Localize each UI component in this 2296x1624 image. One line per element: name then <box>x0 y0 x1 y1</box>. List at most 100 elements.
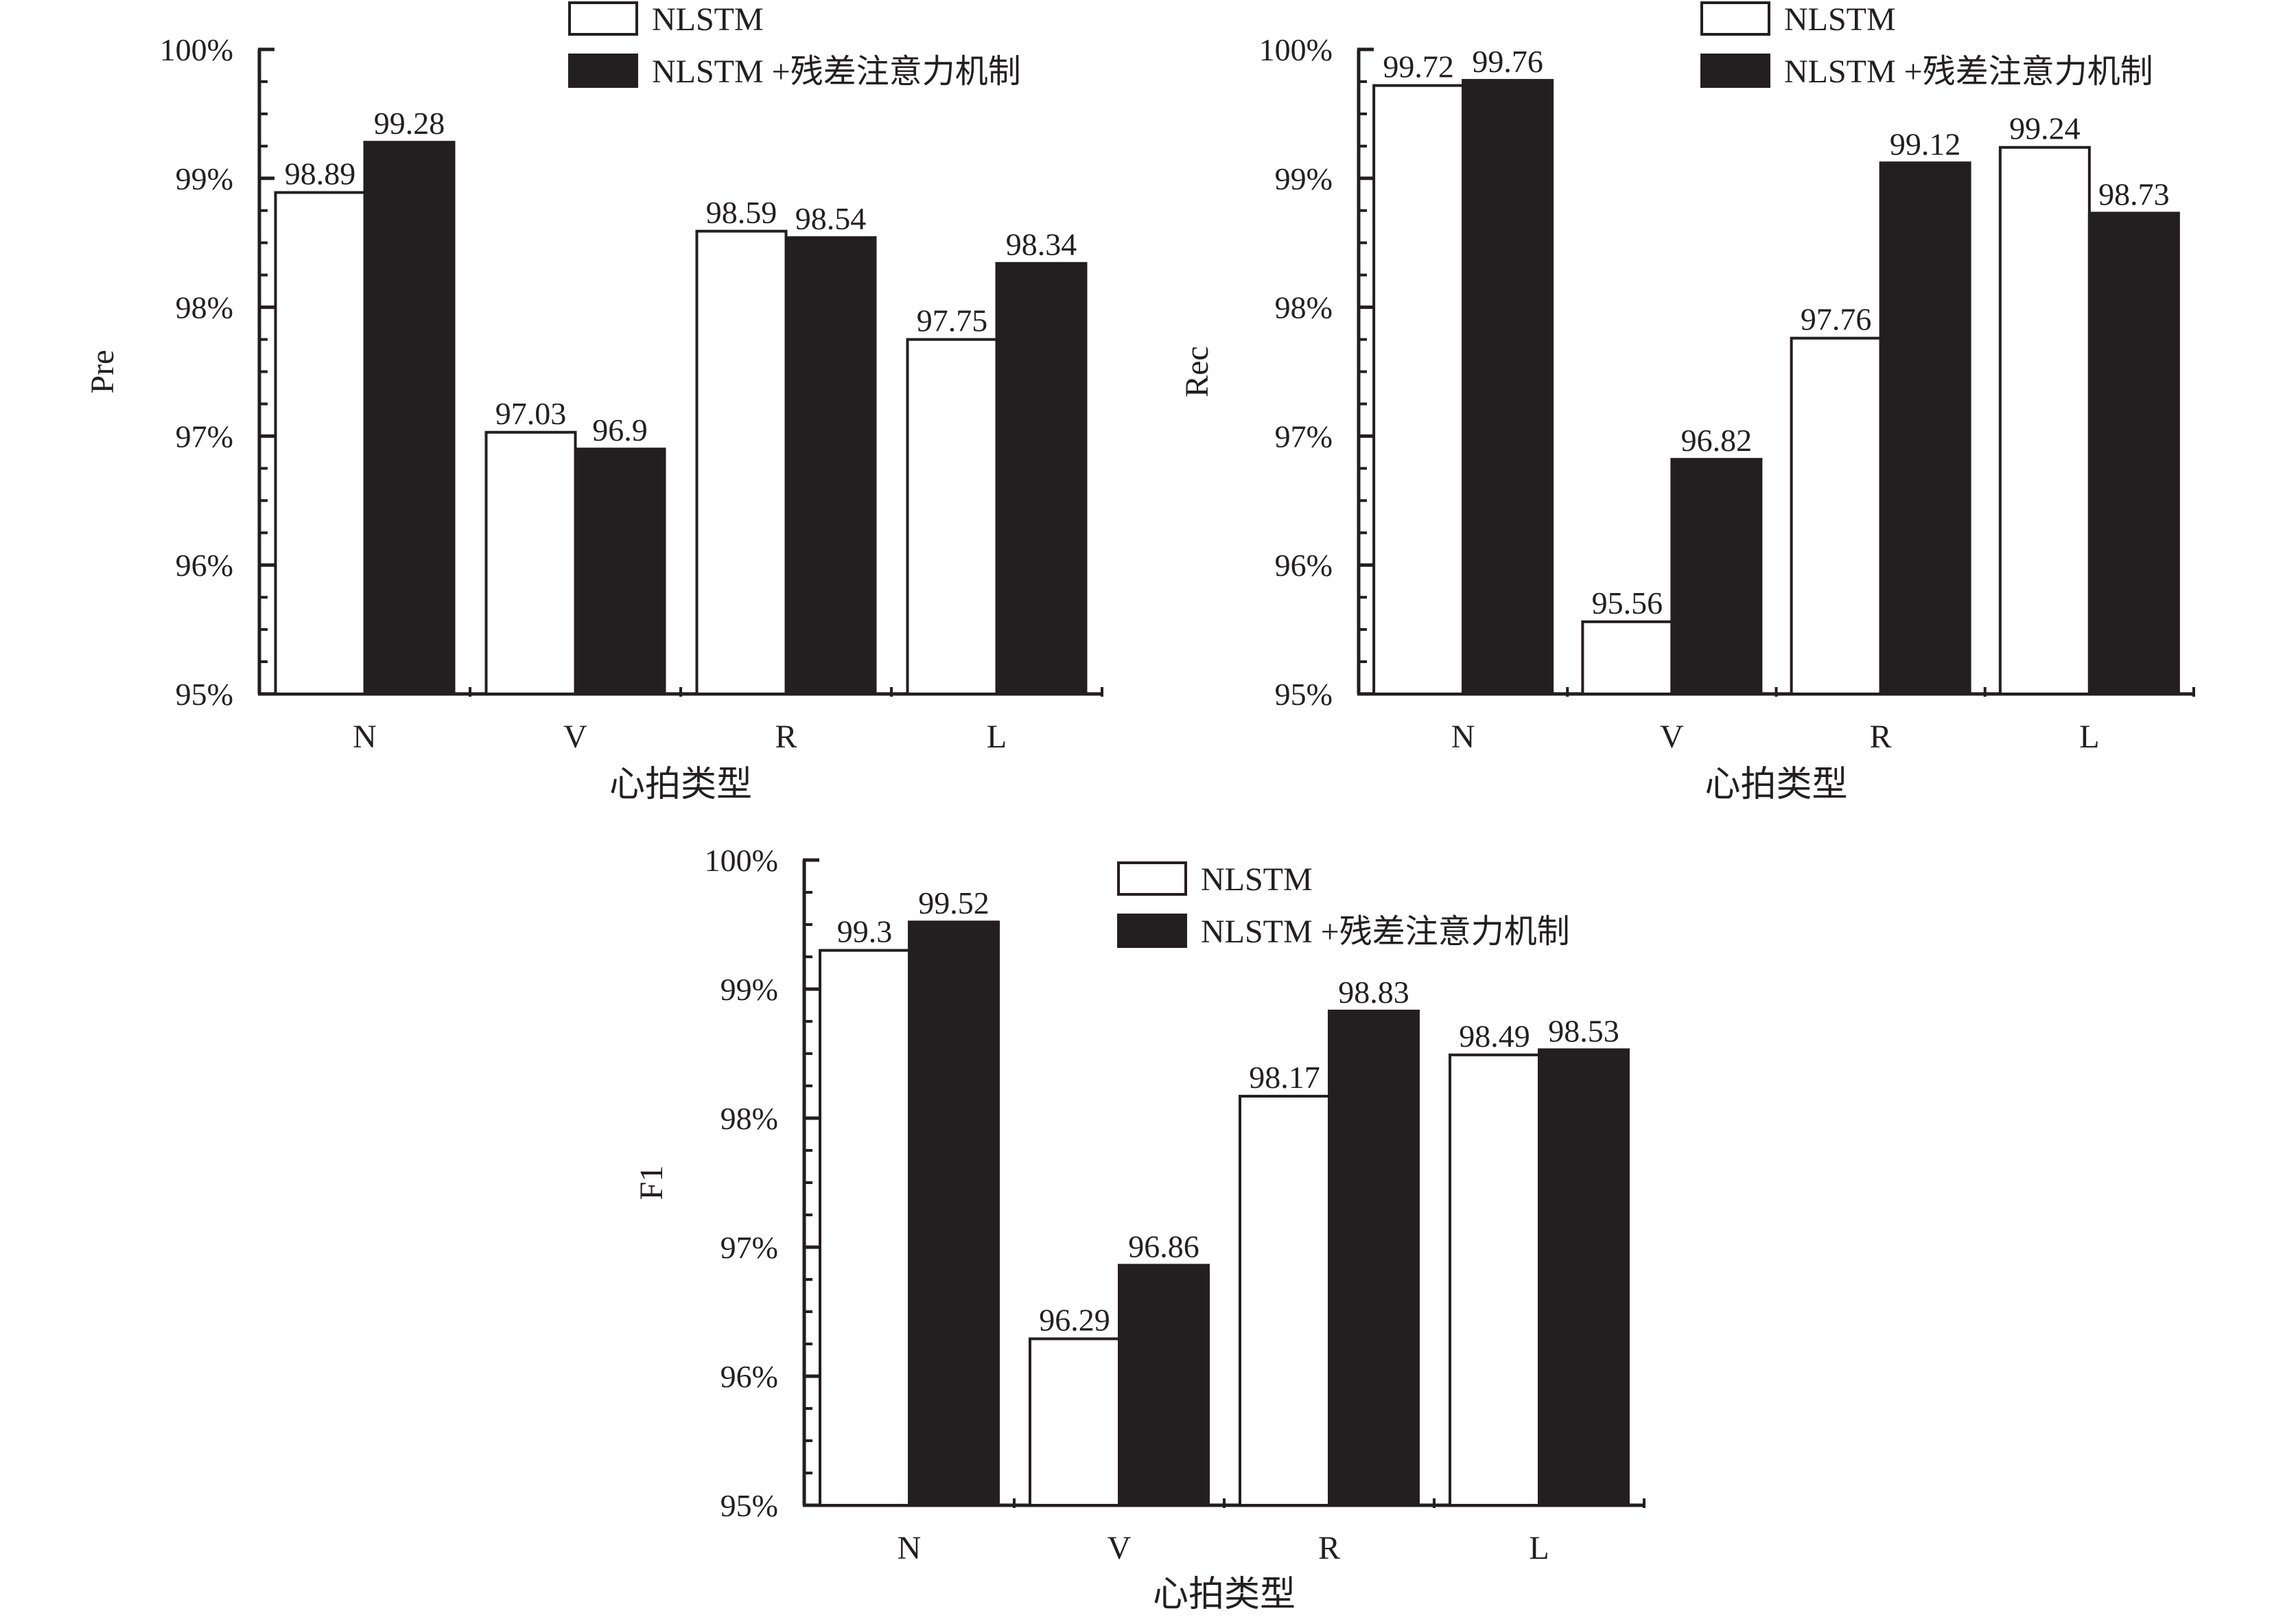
data-label: 99.52 <box>918 885 989 920</box>
data-label: 99.28 <box>374 106 445 141</box>
y-tick-label: 97% <box>1275 419 1333 454</box>
data-label: 98.59 <box>706 195 777 230</box>
x-tick-label: R <box>1318 1530 1340 1566</box>
x-tick-label: V <box>1108 1530 1132 1566</box>
y-tick-label: 95% <box>176 677 233 712</box>
bar-nlstm-attention <box>1879 161 1971 696</box>
bar-nlstm <box>274 191 366 695</box>
x-axis-title: 心拍类型 <box>609 765 752 804</box>
data-label: 97.03 <box>495 396 567 431</box>
legend-label-nlstm: NLSTM <box>1784 1 1896 38</box>
data-label: 98.54 <box>795 201 867 236</box>
bar-nlstm <box>819 949 911 1507</box>
y-tick-label: 97% <box>721 1230 778 1265</box>
bar-nlstm <box>1449 1053 1541 1507</box>
data-label: 99.3 <box>837 914 893 949</box>
data-label: 98.83 <box>1338 975 1409 1010</box>
bar-nlstm <box>695 229 788 696</box>
legend-swatch-nlstm <box>1700 1 1770 36</box>
x-tick-label: V <box>563 719 587 755</box>
bar-nlstm-attention <box>2087 211 2180 696</box>
data-label: 96.29 <box>1039 1302 1110 1337</box>
data-label: 96.86 <box>1128 1229 1199 1264</box>
data-label: 98.73 <box>2098 177 2170 212</box>
legend-label-nlstm-attention: NLSTM +残差注意力机制 <box>1201 914 1570 950</box>
y-tick-label: 100% <box>1259 32 1333 67</box>
legend-swatch-nlstm-attention <box>1700 54 1770 88</box>
x-tick-label: L <box>987 719 1007 755</box>
data-label: 99.76 <box>1472 44 1543 79</box>
bar-nlstm <box>1998 146 2091 695</box>
legend-label-nlstm-attention: NLSTM +残差注意力机制 <box>1784 54 2153 90</box>
x-axis-title: 心拍类型 <box>1153 1575 1296 1614</box>
y-tick-label: 99% <box>721 972 778 1007</box>
x-tick-label: V <box>1660 719 1684 755</box>
y-tick-label: 98% <box>721 1101 778 1136</box>
y-tick-label: 96% <box>1275 548 1333 583</box>
y-axis-title: Pre <box>84 350 121 394</box>
data-label: 96.82 <box>1681 423 1753 458</box>
bar-nlstm-attention <box>1328 1009 1420 1507</box>
bar-nlstm <box>906 338 998 695</box>
legend-label-nlstm: NLSTM <box>1201 861 1313 898</box>
y-tick-label: 99% <box>176 161 233 196</box>
bar-nlstm <box>1581 620 1674 695</box>
bar-nlstm-attention <box>1118 1264 1210 1507</box>
legend-label-nlstm: NLSTM <box>652 1 764 38</box>
y-axis-title: Rec <box>1179 346 1215 397</box>
legend-swatch-nlstm <box>568 1 638 36</box>
legend: NLSTM NLSTM +残差注意力机制 <box>1700 1 2153 90</box>
y-tick-label: 95% <box>721 1488 778 1523</box>
legend-swatch-nlstm <box>1117 861 1187 896</box>
y-tick-label: 99% <box>1275 161 1333 196</box>
bar-nlstm-attention <box>574 448 666 695</box>
y-tick-label: 100% <box>705 843 778 878</box>
legend: NLSTM NLSTM +残差注意力机制 <box>1117 861 1570 950</box>
bar-nlstm <box>1239 1095 1331 1507</box>
y-tick-label: 97% <box>176 419 233 454</box>
legend-swatch-nlstm-attention <box>568 54 638 88</box>
y-tick-label: 98% <box>176 290 233 325</box>
data-label: 98.17 <box>1249 1060 1320 1095</box>
bar-nlstm-attention <box>908 920 1000 1507</box>
bar-nlstm <box>1029 1337 1121 1507</box>
x-axis-title: 心拍类型 <box>1705 765 1847 804</box>
legend-swatch-nlstm-attention <box>1117 914 1187 948</box>
bar-nlstm-attention <box>1538 1048 1630 1507</box>
bar-nlstm-attention <box>1670 458 1763 695</box>
data-label: 99.72 <box>1383 49 1454 84</box>
bar-nlstm <box>1372 84 1465 696</box>
data-label: 97.76 <box>1801 302 1872 337</box>
bar-nlstm <box>484 430 577 695</box>
chart-rec: 95% 96% 97% 98% 99% 100% 99.72 99.76 N 95.56 96.82… <box>1179 1 2195 804</box>
bar-nlstm <box>1790 336 1882 695</box>
data-label: 98.34 <box>1006 227 1077 262</box>
data-label: 98.89 <box>285 156 356 191</box>
bar-nlstm-attention <box>1462 79 1554 695</box>
y-axis-title: F1 <box>633 1165 670 1200</box>
data-label: 96.9 <box>592 413 648 448</box>
y-tick-label: 96% <box>176 548 233 583</box>
data-label: 98.53 <box>1548 1013 1619 1048</box>
bar-nlstm-attention <box>995 262 1088 695</box>
y-tick-label: 95% <box>1275 677 1333 712</box>
data-label: 95.56 <box>1592 585 1663 620</box>
data-label: 99.12 <box>1890 126 1961 161</box>
x-tick-label: R <box>1870 719 1892 755</box>
x-tick-label: L <box>1529 1530 1549 1566</box>
data-label: 98.49 <box>1459 1019 1530 1054</box>
chart-f1: 95% 96% 97% 98% 99% 100% 99.3 99.52 N 96.29 96.86 V… <box>633 843 1645 1614</box>
x-tick-label: R <box>775 719 797 755</box>
x-tick-label: N <box>898 1530 922 1566</box>
y-tick-label: 96% <box>721 1359 778 1394</box>
x-tick-label: N <box>1451 719 1475 755</box>
y-tick-label: 98% <box>1275 290 1333 325</box>
bar-nlstm-attention <box>784 236 877 695</box>
data-label: 97.75 <box>917 303 988 338</box>
chart-pre: 95% 96% 97% 98% 99% 100% 98.89 99.28 N 97.03 96.9 V… <box>84 1 1103 804</box>
legend-label-nlstm-attention: NLSTM +残差注意力机制 <box>652 54 1021 90</box>
y-tick-label: 100% <box>160 32 233 67</box>
legend: NLSTM NLSTM +残差注意力机制 <box>568 1 1021 90</box>
bar-nlstm-attention <box>363 141 456 695</box>
